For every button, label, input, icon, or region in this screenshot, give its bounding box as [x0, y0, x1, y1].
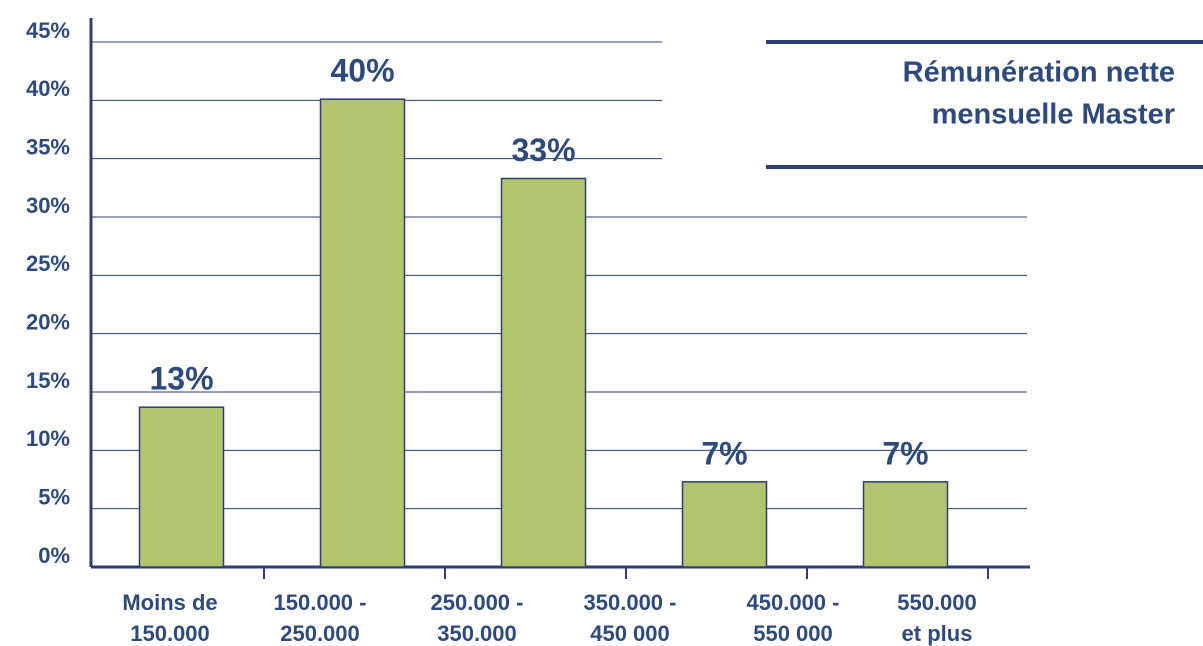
y-tick-label: 40%: [26, 76, 70, 101]
x-tick-label: 150.000: [130, 621, 210, 646]
x-tick-label: 450.000 -: [747, 590, 840, 615]
x-tick-label: Moins de: [122, 590, 217, 615]
value-label: 33%: [511, 132, 575, 168]
value-label: 7%: [882, 435, 928, 471]
x-tick-label: 350.000: [437, 621, 517, 646]
title-background: [662, 0, 1203, 175]
value-label: 13%: [149, 361, 213, 397]
y-tick-label: 15%: [26, 368, 70, 393]
chart-title: mensuelle Master: [932, 99, 1175, 131]
bar: [500, 177, 587, 568]
x-tick-label: 250.000: [280, 621, 360, 646]
bar: [138, 406, 225, 568]
x-tick-label: 550 000: [753, 621, 833, 646]
value-label: 40%: [330, 53, 394, 89]
x-tick-label: 350.000 -: [584, 590, 677, 615]
bar: [319, 98, 406, 568]
y-tick-label: 10%: [26, 426, 70, 451]
y-tick-label: 5%: [38, 484, 70, 509]
x-tick-label: 450 000: [590, 621, 670, 646]
bar: [862, 481, 949, 568]
chart-title: Rémunération nette: [903, 57, 1175, 89]
y-tick-label: 0%: [38, 543, 70, 568]
x-tick-label: 250.000 -: [431, 590, 524, 615]
y-tick-label: 45%: [26, 18, 70, 43]
value-label: 7%: [701, 435, 747, 471]
bar: [681, 481, 768, 568]
y-tick-label: 20%: [26, 309, 70, 334]
x-tick-label: 150.000 -: [274, 590, 367, 615]
x-tick-label: 550.000: [897, 590, 977, 615]
y-tick-label: 35%: [26, 134, 70, 159]
y-tick-label: 25%: [26, 251, 70, 276]
x-tick-label: et plus: [902, 621, 973, 646]
y-tick-label: 30%: [26, 193, 70, 218]
